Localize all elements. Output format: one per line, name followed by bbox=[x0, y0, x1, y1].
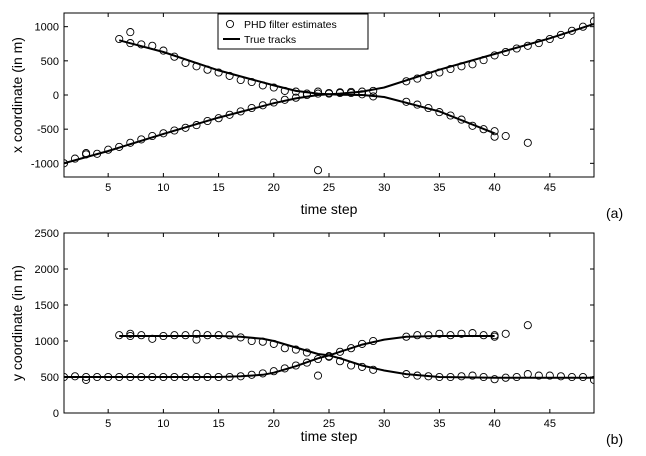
estimate-point bbox=[501, 131, 510, 141]
plot-frame bbox=[63, 232, 595, 414]
y-tick-label: 1500 bbox=[35, 300, 59, 312]
estimate-point bbox=[225, 71, 234, 80]
legend: PHD filter estimates True tracks bbox=[217, 13, 369, 50]
estimate-point bbox=[192, 329, 201, 338]
estimate-point bbox=[435, 329, 444, 338]
y-tick-label: 0 bbox=[53, 90, 59, 102]
x-tick-label: 20 bbox=[268, 418, 280, 430]
y-tick-label: -1000 bbox=[31, 158, 59, 170]
x-tick-label: 20 bbox=[268, 182, 280, 194]
panel-label: (a) bbox=[606, 205, 623, 221]
y-axis-label: y coordinate (in m) bbox=[9, 265, 25, 381]
x-tick-label: 30 bbox=[378, 182, 390, 194]
y-tick-label: 1000 bbox=[35, 22, 59, 34]
x-axis-label: time step bbox=[301, 201, 358, 217]
estimate-point bbox=[556, 372, 565, 381]
estimate-point bbox=[589, 375, 594, 384]
estimate-point bbox=[115, 34, 124, 44]
legend-label-true-tracks: True tracks bbox=[244, 34, 296, 46]
x-axis-label: time step bbox=[301, 428, 358, 444]
panel-label: (b) bbox=[606, 431, 623, 447]
x-tick-label: 45 bbox=[544, 182, 556, 194]
estimate-point bbox=[347, 344, 356, 353]
estimate-point bbox=[490, 375, 499, 384]
estimate-point bbox=[126, 329, 135, 338]
true-track-line bbox=[64, 335, 495, 378]
estimate-point bbox=[589, 17, 594, 26]
estimate-point bbox=[313, 371, 323, 380]
estimate-point bbox=[214, 68, 223, 77]
estimate-point bbox=[446, 64, 455, 74]
x-tick-label: 40 bbox=[489, 182, 501, 194]
estimate-point bbox=[457, 329, 466, 338]
estimate-point bbox=[335, 347, 345, 356]
estimate-point bbox=[413, 331, 422, 340]
legend-box bbox=[217, 13, 369, 50]
y-tick-label: 500 bbox=[41, 56, 59, 68]
x-tick-label: 30 bbox=[378, 418, 390, 430]
y-tick-label: 1000 bbox=[35, 336, 59, 348]
true-track-line bbox=[119, 335, 594, 379]
x-tick-label: 5 bbox=[105, 182, 111, 194]
x-tick-label: 10 bbox=[157, 182, 169, 194]
estimate-point bbox=[534, 371, 543, 380]
estimate-point bbox=[523, 138, 532, 147]
estimate-point bbox=[523, 321, 532, 330]
y-tick-label: 2500 bbox=[35, 228, 59, 240]
estimate-point bbox=[545, 371, 554, 380]
x-tick-label: 40 bbox=[489, 418, 501, 430]
estimate-point bbox=[269, 83, 278, 92]
x-tick-label: 5 bbox=[105, 418, 111, 430]
y-axis-label: x coordinate (in m) bbox=[9, 37, 25, 153]
estimate-point bbox=[225, 331, 234, 340]
y-tick-label: 0 bbox=[53, 408, 59, 420]
legend-circle-marker bbox=[225, 19, 235, 29]
chart-panel-a: 5 10 15 20 25 30 35 40 45 -1000 -500 0 500 1000 time s… bbox=[9, 12, 623, 221]
y-tick-label: -500 bbox=[37, 124, 59, 136]
estimate-point bbox=[479, 125, 488, 134]
estimate-point bbox=[313, 166, 323, 175]
x-tick-label: 10 bbox=[157, 418, 169, 430]
x-tick-label: 15 bbox=[212, 418, 224, 430]
chart-panel-b: 5 10 15 20 25 30 35 40 45 0 500 1000 1500 2000 2500 tim… bbox=[9, 228, 623, 447]
true-track-line bbox=[118, 39, 495, 135]
x-tick-label: 25 bbox=[323, 418, 335, 430]
y-tick-label: 2000 bbox=[35, 264, 59, 276]
x-tick-label: 25 bbox=[323, 182, 335, 194]
estimate-point bbox=[126, 28, 135, 37]
x-tick-label: 35 bbox=[433, 418, 445, 430]
legend-label-estimates: PHD filter estimates bbox=[244, 19, 337, 31]
estimate-point bbox=[501, 329, 510, 338]
estimate-point bbox=[446, 111, 455, 120]
y-tick-label: 500 bbox=[41, 372, 59, 384]
estimate-point bbox=[468, 371, 477, 380]
x-tick-label: 35 bbox=[433, 182, 445, 194]
x-tick-label: 45 bbox=[544, 418, 556, 430]
x-tick-label: 15 bbox=[212, 182, 224, 194]
